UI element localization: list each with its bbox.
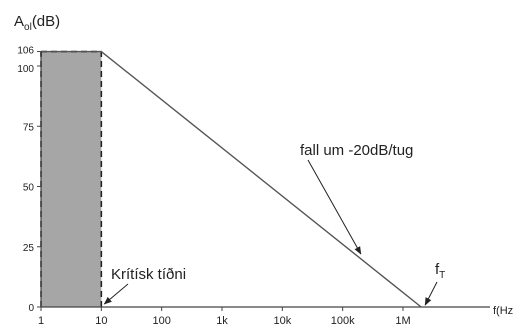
- annotation-ft-base: f: [435, 261, 440, 278]
- y-axis-label-base: A: [14, 13, 24, 30]
- annotation-ft-subscript: T: [439, 270, 445, 281]
- x-tick-label-6: 1M: [395, 315, 410, 326]
- annotation-critical-frequency-label: Krítísk tíðni: [111, 266, 186, 283]
- y-axis-label-subscript: ol: [24, 22, 32, 33]
- shaded-region-layer: [41, 51, 102, 307]
- x-tick-label-1: 10: [95, 315, 107, 326]
- annotation-ft-arrow: [424, 281, 438, 306]
- y-tick-label-0: 0: [28, 303, 34, 314]
- x-tick-label-4: 10k: [273, 315, 291, 326]
- annotation-slope-arrow: [307, 159, 362, 255]
- y-tick-label-4: 100: [17, 64, 34, 75]
- y-axis-label: Aol(dB): [14, 13, 60, 33]
- gain-line-0: [41, 50, 422, 308]
- x-tick-label-5: 100k: [331, 315, 355, 326]
- x-tick-label-2: 100: [152, 315, 170, 326]
- series-layer: [41, 50, 422, 308]
- y-tick-label-3: 75: [23, 122, 35, 133]
- annotation-ft-label: fT: [435, 261, 445, 281]
- y-tick-label-1: 25: [23, 243, 35, 254]
- axes-layer: 0 25 50 75 100 106 1 10 100 1k 10k 100k 1M: [17, 46, 490, 326]
- x-axis-label: f(Hz: [493, 305, 513, 317]
- x-tick-label-3: 1k: [216, 315, 228, 326]
- annotation-critical-frequency-arrow: [103, 283, 129, 305]
- annotation-slope-label: fall um -20dB/tug: [300, 142, 413, 159]
- annotations-layer: fall um -20dB/tug Krítísk tíðni fT: [103, 142, 445, 306]
- y-tick-label-2: 50: [23, 183, 35, 194]
- y-axis-label-unit: (dB): [32, 13, 60, 30]
- y-tick-label-5: 106: [17, 46, 34, 57]
- shaded-region: [41, 51, 102, 307]
- x-tick-label-0: 1: [38, 315, 44, 326]
